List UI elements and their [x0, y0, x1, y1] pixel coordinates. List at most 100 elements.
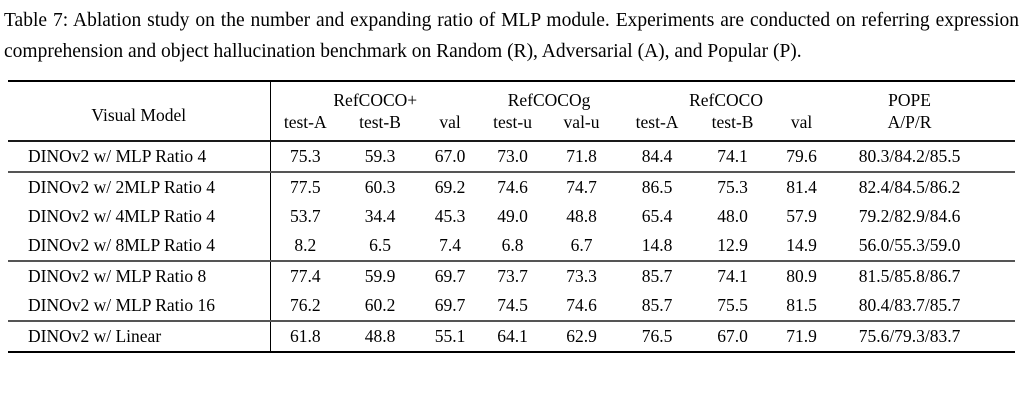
table-row: DINOv2 w/ 8MLP Ratio 4 8.2 6.5 7.4 6.8 6.7 14.… — [8, 231, 1015, 261]
value-cell: 34.4 — [364, 206, 396, 226]
value-cell: 82.4/84.5/86.2 — [858, 177, 961, 197]
col-header: test-B — [359, 112, 401, 132]
value-cell: 69.7 — [434, 295, 466, 315]
model-name: DINOv2 w/ MLP Ratio 8 — [8, 261, 271, 291]
value-cell: 12.9 — [717, 235, 748, 255]
value-cell: 53.7 — [289, 206, 321, 226]
value-cell: 76.5 — [641, 326, 673, 346]
value-cell: 64.1 — [497, 326, 528, 346]
value-cell: 81.4 — [786, 177, 817, 197]
value-cell: 85.7 — [641, 295, 673, 315]
value-cell: 79.2/82.9/84.6 — [858, 206, 961, 226]
group-header-refcocog: RefCOCOg — [507, 90, 591, 110]
model-name: DINOv2 w/ 8MLP Ratio 4 — [8, 231, 271, 261]
header-group-row: Visual Model RefCOCO+ RefCOCOg RefCOCO P… — [8, 81, 1015, 141]
table-section: DINOv2 w/ MLP Ratio 4 75.3 59.3 67.0 73.0 71.… — [8, 141, 1016, 172]
value-cell: 61.8 — [289, 326, 321, 346]
value-cell: 84.4 — [641, 146, 673, 166]
table-row: DINOv2 w/ MLP Ratio 8 77.4 59.9 69.7 73.7 73.… — [8, 261, 1015, 291]
model-name: DINOv2 w/ Linear — [8, 321, 271, 352]
value-cell: 75.5 — [717, 295, 748, 315]
value-cell: 71.9 — [786, 326, 817, 346]
value-cell: 7.4 — [439, 235, 461, 255]
table-row: DINOv2 w/ 2MLP Ratio 4 77.5 60.3 69.2 74.6 74… — [8, 172, 1015, 202]
model-name: DINOv2 w/ MLP Ratio 16 — [8, 291, 271, 321]
value-cell: 67.0 — [434, 146, 466, 166]
value-cell: 74.7 — [566, 177, 597, 197]
col-header: val — [790, 112, 813, 132]
value-cell: 59.3 — [364, 146, 396, 166]
value-cell: 71.8 — [566, 146, 597, 166]
table-row: DINOv2 w/ Linear 61.8 48.8 55.1 64.1 62.9 76.5… — [8, 321, 1015, 352]
table-caption: Table 7: Ablation study on the number an… — [4, 10, 1019, 62]
value-cell: 75.6/79.3/83.7 — [858, 326, 961, 346]
value-cell: 69.2 — [434, 177, 466, 197]
value-cell: 60.3 — [364, 177, 396, 197]
value-cell: 6.5 — [369, 235, 391, 255]
value-cell: 80.9 — [786, 266, 817, 286]
group-header-refcoco-plus: RefCOCO+ — [333, 90, 418, 110]
col-header: test-A — [635, 112, 679, 132]
col-header: test-u — [493, 112, 532, 132]
value-cell: 48.8 — [364, 326, 396, 346]
value-cell: 73.0 — [497, 146, 528, 166]
col-header: test-A — [283, 112, 327, 132]
value-cell: 74.6 — [566, 295, 597, 315]
value-cell: 6.8 — [501, 235, 524, 255]
table-row: DINOv2 w/ MLP Ratio 16 76.2 60.2 69.7 74.5 74… — [8, 291, 1015, 321]
value-cell: 14.8 — [641, 235, 673, 255]
value-cell: 80.4/83.7/85.7 — [858, 295, 961, 315]
value-cell: 77.4 — [289, 266, 321, 286]
value-cell: 73.7 — [497, 266, 528, 286]
value-cell: 6.7 — [570, 235, 593, 255]
value-cell: 48.8 — [566, 206, 597, 226]
value-cell: 67.0 — [717, 326, 748, 346]
value-cell: 81.5/85.8/86.7 — [858, 266, 961, 286]
value-cell: 59.9 — [364, 266, 396, 286]
value-cell: 69.7 — [434, 266, 466, 286]
value-cell: 55.1 — [434, 326, 466, 346]
table-row: DINOv2 w/ MLP Ratio 4 75.3 59.3 67.0 73.0 71.… — [8, 141, 1015, 172]
value-cell: 45.3 — [434, 206, 466, 226]
model-name: DINOv2 w/ MLP Ratio 4 — [8, 141, 271, 172]
header-sub-row: test-A test-B val test-u val-u test-A te… — [8, 111, 1015, 141]
value-cell: 76.2 — [289, 295, 321, 315]
ablation-table: Visual Model RefCOCO+ RefCOCOg RefCOCO P… — [8, 80, 1016, 353]
table-section: DINOv2 w/ 2MLP Ratio 4 77.5 60.3 69.2 74.6 74… — [8, 172, 1016, 261]
table-section: DINOv2 w/ MLP Ratio 8 77.4 59.9 69.7 73.7 73.… — [8, 261, 1016, 321]
table-header: Visual Model RefCOCO+ RefCOCOg RefCOCO P… — [8, 81, 1016, 141]
value-cell: 74.1 — [717, 266, 748, 286]
value-cell: 56.0/55.3/59.0 — [858, 235, 961, 255]
col-header: val-u — [563, 112, 600, 132]
col-header: test-B — [711, 112, 754, 132]
col-header: val — [439, 112, 461, 132]
value-cell: 49.0 — [497, 206, 528, 226]
value-cell: 74.5 — [497, 295, 528, 315]
value-cell: 86.5 — [641, 177, 673, 197]
value-cell: 65.4 — [641, 206, 673, 226]
value-cell: 57.9 — [786, 206, 817, 226]
value-cell: 74.1 — [717, 146, 748, 166]
value-cell: 60.2 — [364, 295, 396, 315]
value-cell: 75.3 — [717, 177, 748, 197]
model-name: DINOv2 w/ 2MLP Ratio 4 — [8, 172, 271, 202]
group-header-pope: POPE — [888, 90, 931, 110]
col-header: A/P/R — [887, 112, 932, 132]
value-cell: 48.0 — [717, 206, 748, 226]
group-header-refcoco: RefCOCO — [689, 90, 763, 110]
value-cell: 74.6 — [497, 177, 528, 197]
value-cell: 80.3/84.2/85.5 — [858, 146, 961, 166]
value-cell: 62.9 — [566, 326, 597, 346]
value-cell: 8.2 — [294, 235, 317, 255]
table-row: DINOv2 w/ 4MLP Ratio 4 53.7 34.4 45.3 49.0 48… — [8, 202, 1015, 231]
value-cell: 81.5 — [786, 295, 817, 315]
model-name: DINOv2 w/ 4MLP Ratio 4 — [8, 202, 271, 231]
value-cell: 73.3 — [566, 266, 597, 286]
value-cell: 85.7 — [641, 266, 673, 286]
table-section: DINOv2 w/ Linear 61.8 48.8 55.1 64.1 62.9 76.5… — [8, 321, 1016, 352]
value-cell: 77.5 — [289, 177, 321, 197]
value-cell: 75.3 — [289, 146, 321, 166]
value-cell: 79.6 — [786, 146, 817, 166]
row-header-label: Visual Model — [8, 81, 271, 141]
value-cell: 14.9 — [786, 235, 817, 255]
